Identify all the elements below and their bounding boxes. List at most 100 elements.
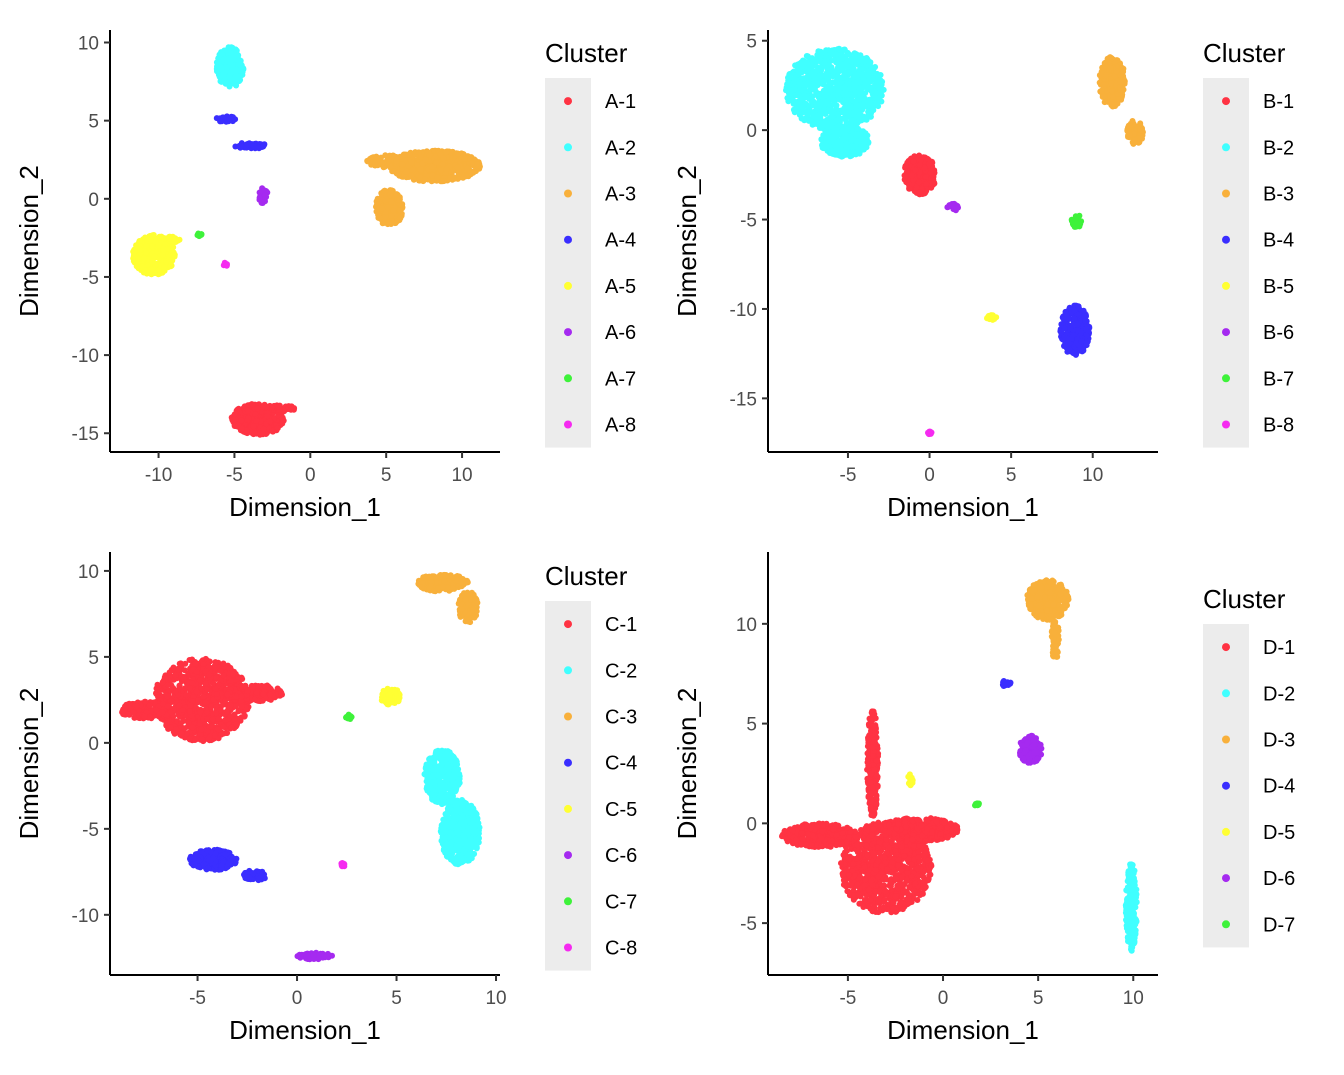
point [922,174,929,180]
point [909,172,915,179]
point [848,137,855,144]
point [434,174,441,181]
point [260,143,267,150]
point [809,71,816,77]
legend-key-A-4 [564,235,572,244]
point [955,204,961,211]
point [828,67,835,74]
cluster-B-1-points [901,152,938,198]
point [186,685,193,692]
point [154,681,161,688]
point [226,74,233,81]
point [903,162,909,169]
point [176,660,183,667]
point [906,185,913,192]
point [1078,328,1084,335]
legend-key-A-2 [564,143,572,152]
legend-key-B-5 [1222,281,1230,290]
point [821,144,828,151]
point [236,73,243,80]
point [926,431,932,438]
panel-c: -5 0 5 101050-5-10Dimension_1Dimension_2Clu… [14,552,637,1045]
x-tick-label: -10 [145,465,172,486]
legend-key-A-3 [564,189,572,198]
point [238,417,245,424]
legend-key-B-6 [1222,328,1230,337]
point [1076,212,1083,219]
point [159,251,166,258]
point [1107,65,1114,71]
point [171,253,178,260]
legend-label-A-2: A-2 [605,137,636,159]
point [239,65,245,72]
x-tick-label: 0 [305,465,316,486]
panel-c-points [119,571,483,963]
point [802,59,809,66]
point [248,141,255,148]
point [243,427,250,434]
point [135,256,142,263]
legend-label-B-4: B-4 [1263,230,1294,252]
cluster-B-4-points [1057,302,1093,358]
point [408,172,415,179]
point [1070,321,1077,328]
legend-key-A-5 [564,281,572,290]
point [870,107,877,114]
point [846,85,853,92]
point [803,67,810,74]
point [161,264,168,271]
point [875,84,882,91]
point [269,404,276,411]
point [148,266,155,273]
x-tick-label: 5 [1006,465,1017,486]
point [176,236,183,243]
point [403,168,410,175]
point [871,94,877,101]
point [417,166,424,173]
point [260,425,267,432]
point [1124,128,1131,134]
point [136,246,143,253]
point [384,204,391,211]
point [875,103,882,110]
panel-b-points [783,45,1146,438]
point [865,99,872,105]
point [835,60,841,67]
point [916,189,923,195]
point [217,118,224,125]
point [231,411,238,418]
point [223,56,229,63]
y-tick-label: -15 [730,389,757,410]
y-tick-label: -15 [72,424,99,445]
point [274,425,281,432]
point [388,212,395,219]
point [844,49,851,56]
point [868,88,875,95]
point [454,150,461,157]
point [842,140,849,147]
y-tick-label: 5 [746,32,757,53]
legend-key-A-7 [564,374,572,383]
point [264,413,271,420]
point [798,96,805,103]
point [464,165,471,172]
point [787,96,794,103]
legend-label-A-8: A-8 [605,415,636,437]
point [910,158,917,165]
point [388,198,395,205]
point [220,72,227,79]
point [259,200,266,206]
point [373,154,380,161]
point [173,726,180,733]
x-tick-label: 10 [451,465,472,486]
point [233,52,240,59]
point [1103,72,1110,79]
point [820,78,826,85]
point [827,94,834,101]
point [877,72,884,78]
point [827,136,834,143]
point [793,72,800,79]
point [854,125,861,132]
